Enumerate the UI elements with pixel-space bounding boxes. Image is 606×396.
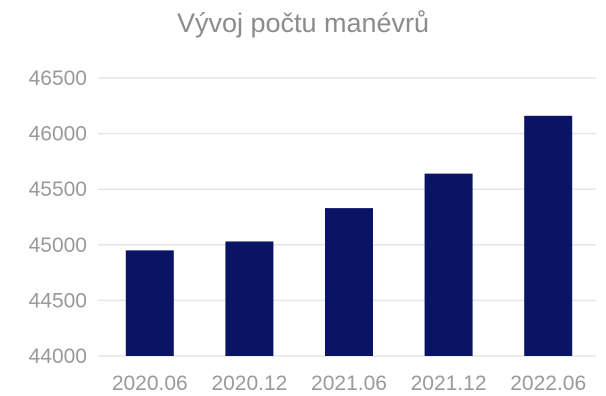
x-tick-label: 2021.12 — [411, 372, 487, 395]
chart-title: Vývoj počtu manévrů — [176, 8, 430, 38]
bar-2022.06 — [524, 115, 573, 356]
x-tick-label: 2021.06 — [311, 372, 387, 395]
y-tick-label: 45500 — [29, 178, 87, 201]
y-tick-label: 44000 — [29, 345, 87, 368]
bar-2020.06 — [125, 250, 174, 356]
x-axis-ticks: 2020.06 2020.12 2021.06 2021.12 2022.06 — [112, 372, 586, 395]
y-axis-ticks: 44000 44500 45000 45500 46000 46500 — [29, 67, 87, 368]
y-tick-label: 46500 — [29, 67, 87, 90]
y-tick-label: 46000 — [29, 123, 87, 146]
x-tick-label: 2020.12 — [211, 372, 287, 395]
x-tick-label: 2022.06 — [510, 372, 586, 395]
x-tick-label: 2020.06 — [112, 372, 188, 395]
bar-2020.12 — [225, 241, 274, 356]
bars — [125, 115, 573, 356]
bar-2021.12 — [424, 173, 473, 356]
bar-2021.06 — [325, 208, 373, 356]
y-tick-label: 45000 — [29, 234, 87, 257]
y-tick-label: 44500 — [29, 289, 87, 312]
